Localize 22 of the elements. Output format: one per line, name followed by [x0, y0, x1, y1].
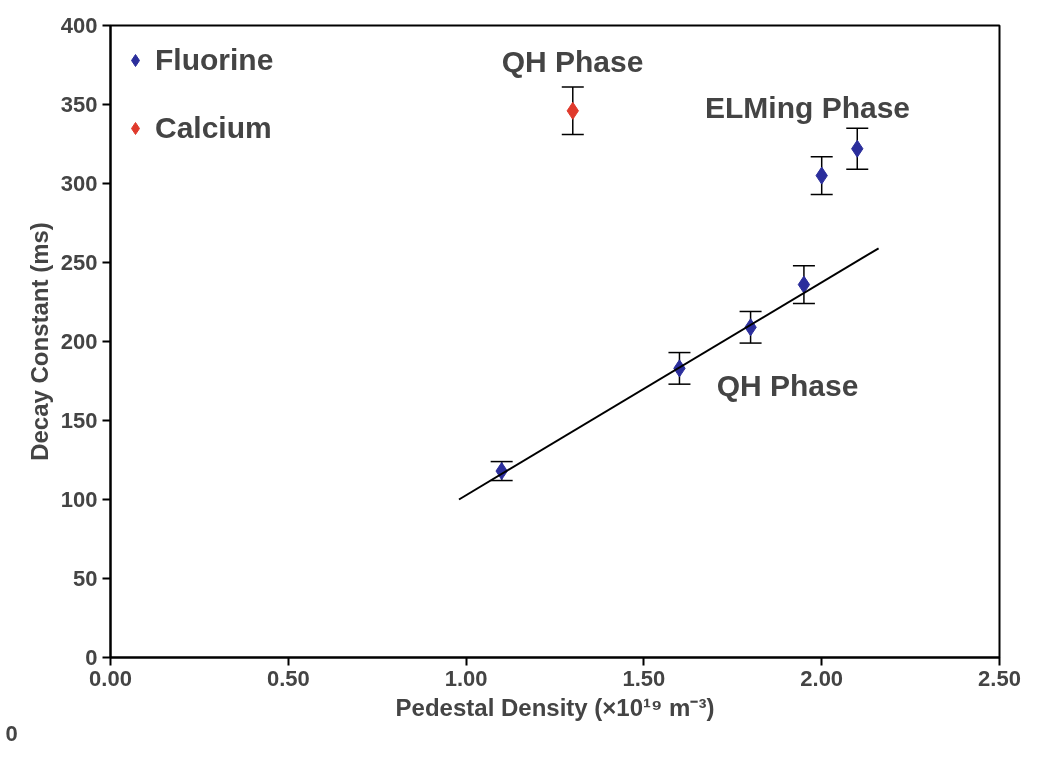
- y-tick-label: 50: [73, 566, 98, 591]
- legend-label: Calcium: [155, 111, 272, 145]
- x-tick-label: 1.00: [444, 665, 488, 691]
- x-tick-label: 0.50: [266, 665, 310, 691]
- x-tick-label: 2.00: [800, 665, 844, 691]
- x-tick-label: 1.50: [622, 665, 666, 691]
- text: 0: [5, 720, 18, 746]
- annotation: ELMing Phase: [704, 91, 911, 124]
- point: [797, 275, 811, 294]
- y-axis-title: Decay Constant (ms): [25, 222, 53, 461]
- y-tick-label: 100: [60, 487, 98, 512]
- annotation: QH Phase: [501, 45, 644, 78]
- y-tick-label: 250: [60, 250, 98, 275]
- annotation: QH Phase: [716, 369, 859, 402]
- y-tick-label: 300: [60, 171, 98, 196]
- y-tick-label: 200: [60, 329, 98, 354]
- legend-label: Fluorine: [155, 43, 274, 77]
- y-tick-label: 400: [60, 13, 98, 38]
- x-tick-label: 2.50: [978, 665, 1021, 691]
- y-tick-label: 350: [60, 92, 98, 117]
- x-axis-title: Pedestal Density (×10¹⁹ m⁻³): [395, 693, 715, 721]
- y-tick-label: 150: [60, 408, 98, 433]
